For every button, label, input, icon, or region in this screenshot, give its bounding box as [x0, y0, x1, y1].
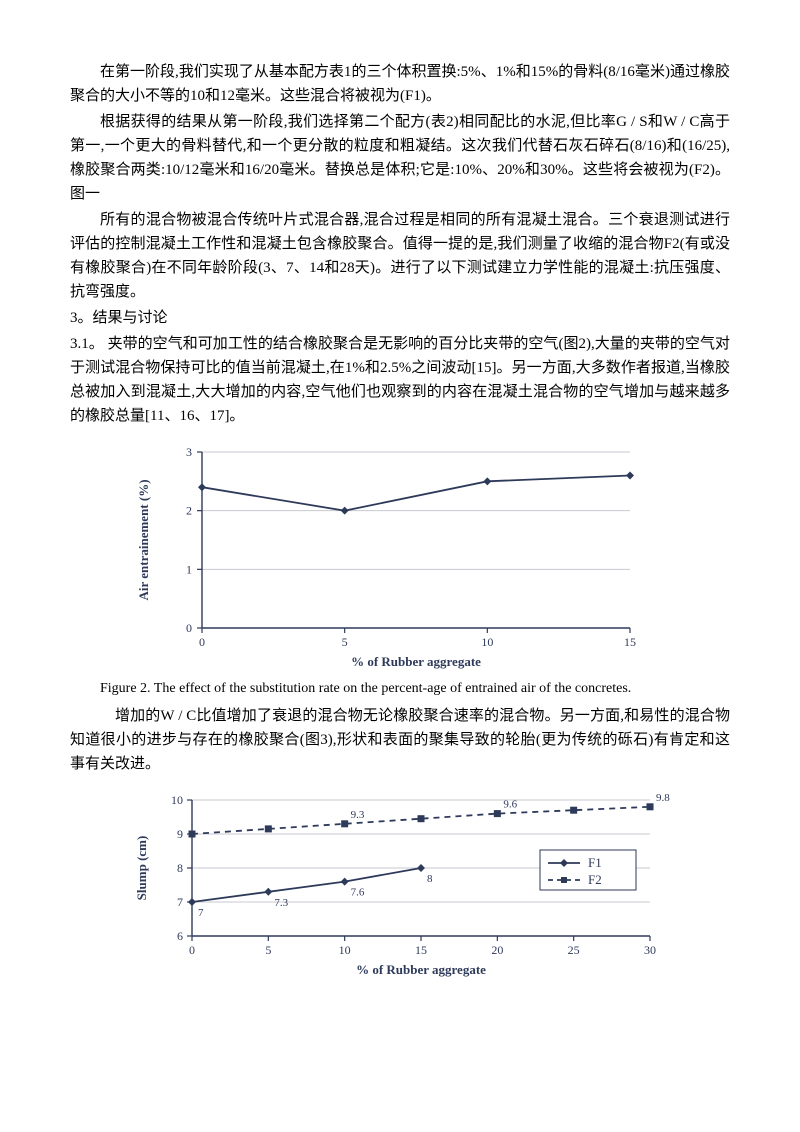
svg-text:0: 0	[199, 635, 205, 649]
svg-text:2: 2	[186, 504, 192, 518]
svg-text:8: 8	[177, 861, 183, 875]
svg-text:10: 10	[339, 943, 351, 957]
svg-text:7.3: 7.3	[274, 897, 288, 909]
figure-2-caption: Figure 2. The effect of the substitution…	[100, 678, 730, 700]
svg-text:9: 9	[177, 827, 183, 841]
paragraph-2: 根据获得的结果从第一阶段,我们选择第二个配方(表2)相同配比的水泥,但比率G /…	[70, 110, 730, 206]
svg-text:9.6: 9.6	[503, 799, 517, 811]
paragraph-3: 所有的混合物被混合传统叶片式混合器,混合过程是相同的所有混凝土混合。三个衰退测试…	[70, 208, 730, 304]
svg-text:5: 5	[265, 943, 271, 957]
svg-text:3: 3	[186, 445, 192, 459]
svg-text:9.8: 9.8	[656, 792, 670, 804]
section-3-1: 3.1。 夹带的空气和可加工性的结合橡胶聚合是无影响的百分比夹带的空气(图2),…	[70, 332, 730, 428]
section-3-heading: 3。结果与讨论	[70, 306, 730, 330]
svg-text:9.3: 9.3	[351, 809, 365, 821]
svg-text:10: 10	[481, 635, 493, 649]
svg-text:25: 25	[568, 943, 580, 957]
svg-text:% of Rubber aggregate: % of Rubber aggregate	[351, 654, 481, 669]
svg-text:20: 20	[491, 943, 503, 957]
svg-text:Air entrainement (%): Air entrainement (%)	[136, 479, 151, 600]
figure-3-chart: 6 7 8 9 10 0 5 10 15 20 25 30 7 7.3 7.6 8 9.3 9.6 9.8 F1 F2%…	[130, 790, 730, 980]
svg-text:15: 15	[415, 943, 427, 957]
svg-text:F1: F1	[588, 855, 602, 870]
svg-text:8: 8	[427, 873, 433, 885]
paragraph-5: 增加的W / C比值增加了衰退的混合物无论橡胶聚合速率的混合物。另一方面,和易性…	[70, 704, 730, 776]
svg-text:1: 1	[186, 562, 192, 576]
svg-text:7: 7	[198, 907, 204, 919]
svg-text:F2: F2	[588, 872, 602, 887]
svg-text:6: 6	[177, 929, 183, 943]
svg-text:0: 0	[189, 943, 195, 957]
svg-text:7.6: 7.6	[351, 887, 365, 899]
figure-2-chart: 0 1 2 3 0 5 10 15 % of Rubber aggregate Air entra…	[130, 442, 730, 672]
svg-text:5: 5	[342, 635, 348, 649]
svg-text:% of Rubber aggregate: % of Rubber aggregate	[356, 962, 486, 977]
paragraph-1: 在第一阶段,我们实现了从基本配方表1的三个体积置换:5%、1%和15%的骨料(8…	[70, 60, 730, 108]
svg-text:0: 0	[186, 621, 192, 635]
svg-text:15: 15	[624, 635, 636, 649]
svg-text:7: 7	[177, 895, 183, 909]
svg-text:Slump (cm): Slump (cm)	[134, 836, 149, 901]
svg-text:10: 10	[171, 793, 183, 807]
svg-text:30: 30	[644, 943, 656, 957]
